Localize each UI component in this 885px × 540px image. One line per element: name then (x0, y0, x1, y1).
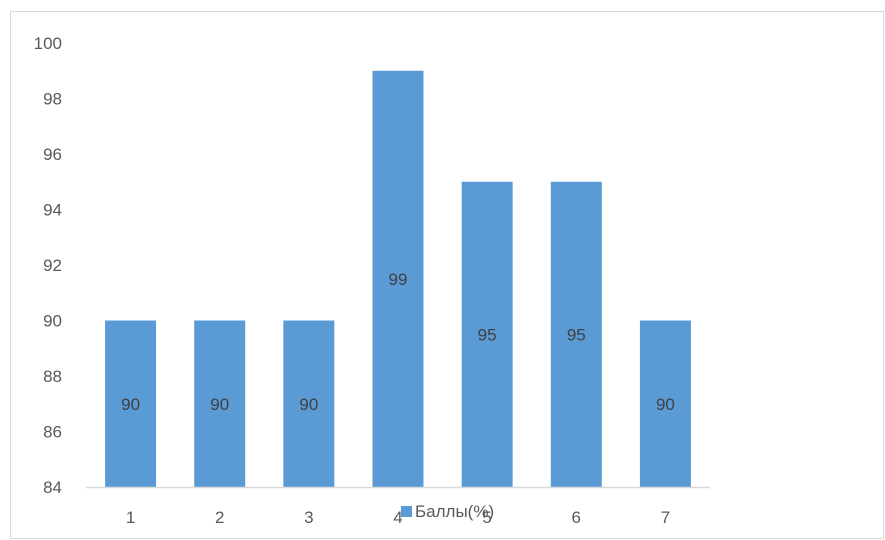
y-tick-label: 100 (34, 34, 62, 53)
bar[interactable] (639, 320, 691, 488)
data-labels: 90 90 90 99 95 95 90 (121, 270, 675, 414)
bar[interactable] (194, 320, 246, 488)
x-axis-ticks: 1 2 3 4 5 6 7 (126, 508, 670, 527)
bar[interactable] (550, 181, 602, 487)
y-tick-label: 94 (43, 201, 62, 220)
y-tick-label: 88 (43, 367, 62, 386)
legend[interactable]: Баллы(%) (401, 502, 494, 521)
x-tick-label: 6 (572, 508, 581, 527)
x-tick-label: 2 (215, 508, 224, 527)
bar[interactable] (283, 320, 335, 488)
y-axis-ticks: 84 86 88 90 92 94 96 98 100 (34, 34, 62, 497)
bar[interactable] (461, 181, 513, 487)
data-label: 90 (210, 395, 229, 414)
data-label: 99 (389, 270, 408, 289)
x-tick-label: 3 (304, 508, 313, 527)
bars (105, 70, 691, 488)
x-tick-label: 4 (393, 508, 402, 527)
data-label: 90 (299, 395, 318, 414)
y-tick-label: 92 (43, 256, 62, 275)
data-label: 90 (656, 395, 675, 414)
y-tick-label: 86 (43, 423, 62, 442)
data-label: 95 (478, 325, 497, 344)
legend-label: Баллы(%) (415, 502, 494, 521)
y-tick-label: 98 (43, 90, 62, 109)
x-tick-label: 5 (482, 508, 491, 527)
legend-swatch (401, 506, 412, 517)
y-tick-label: 90 (43, 312, 62, 331)
bar[interactable] (105, 320, 157, 488)
bar[interactable] (372, 70, 424, 487)
y-tick-label: 84 (43, 478, 62, 497)
x-tick-label: 1 (126, 508, 135, 527)
y-tick-label: 96 (43, 145, 62, 164)
x-tick-label: 7 (661, 508, 670, 527)
data-label: 90 (121, 395, 140, 414)
data-label: 95 (567, 325, 586, 344)
